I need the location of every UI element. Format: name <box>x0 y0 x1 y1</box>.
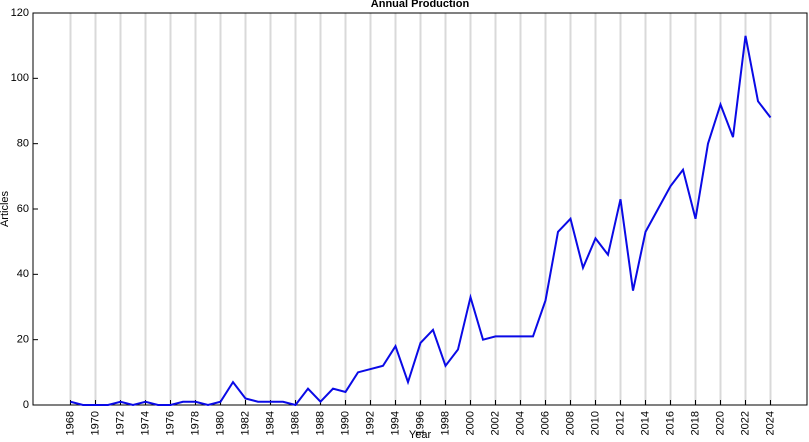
x-axis-label: Year <box>409 429 432 441</box>
chart-title: Annual Production <box>371 0 470 10</box>
y-tick-label: 60 <box>17 203 29 215</box>
y-tick-label: 100 <box>11 72 29 84</box>
x-tick-label: 1976 <box>164 411 176 435</box>
x-tick-label: 2022 <box>739 411 751 435</box>
y-tick-label: 0 <box>23 399 29 411</box>
x-tick-label: 1972 <box>114 411 126 435</box>
x-tick-label: 1994 <box>389 411 401 435</box>
y-tick-label: 120 <box>11 7 29 19</box>
x-tick-label: 1992 <box>364 411 376 435</box>
x-tick-label: 1968 <box>64 411 76 435</box>
y-axis-label: Articles <box>0 190 11 227</box>
x-tick-label: 2000 <box>464 411 476 435</box>
x-tick-label: 1970 <box>89 411 101 435</box>
x-tick-label: 2004 <box>514 411 526 435</box>
x-tick-label: 1984 <box>264 411 276 435</box>
x-tick-label: 2018 <box>689 411 701 435</box>
x-tick-label: 1988 <box>314 411 326 435</box>
plot-frame <box>32 12 808 406</box>
x-tick-label: 1980 <box>214 411 226 435</box>
x-tick-label: 2008 <box>564 411 576 435</box>
x-tick-label: 2012 <box>614 411 626 435</box>
x-tick-label: 2016 <box>664 411 676 435</box>
x-tick-label: 1986 <box>289 411 301 435</box>
x-tick-label: 2010 <box>589 411 601 435</box>
x-tick-label: 2006 <box>539 411 551 435</box>
x-tick-label: 1996 <box>414 411 426 435</box>
y-tick-label: 40 <box>17 268 29 280</box>
x-tick-label: 1982 <box>239 411 251 435</box>
x-tick-label: 1974 <box>139 411 151 435</box>
x-tick-label: 2024 <box>764 411 776 435</box>
y-tick-label: 80 <box>17 138 29 150</box>
x-tick-label: 1978 <box>189 411 201 435</box>
x-tick-label: 2002 <box>489 411 501 435</box>
x-tick-label: 2014 <box>639 411 651 435</box>
x-tick-label: 2020 <box>714 411 726 435</box>
y-tick-label: 20 <box>17 334 29 346</box>
x-tick-label: 1998 <box>439 411 451 435</box>
data-line <box>70 35 772 407</box>
x-tick-label: 1990 <box>339 411 351 435</box>
